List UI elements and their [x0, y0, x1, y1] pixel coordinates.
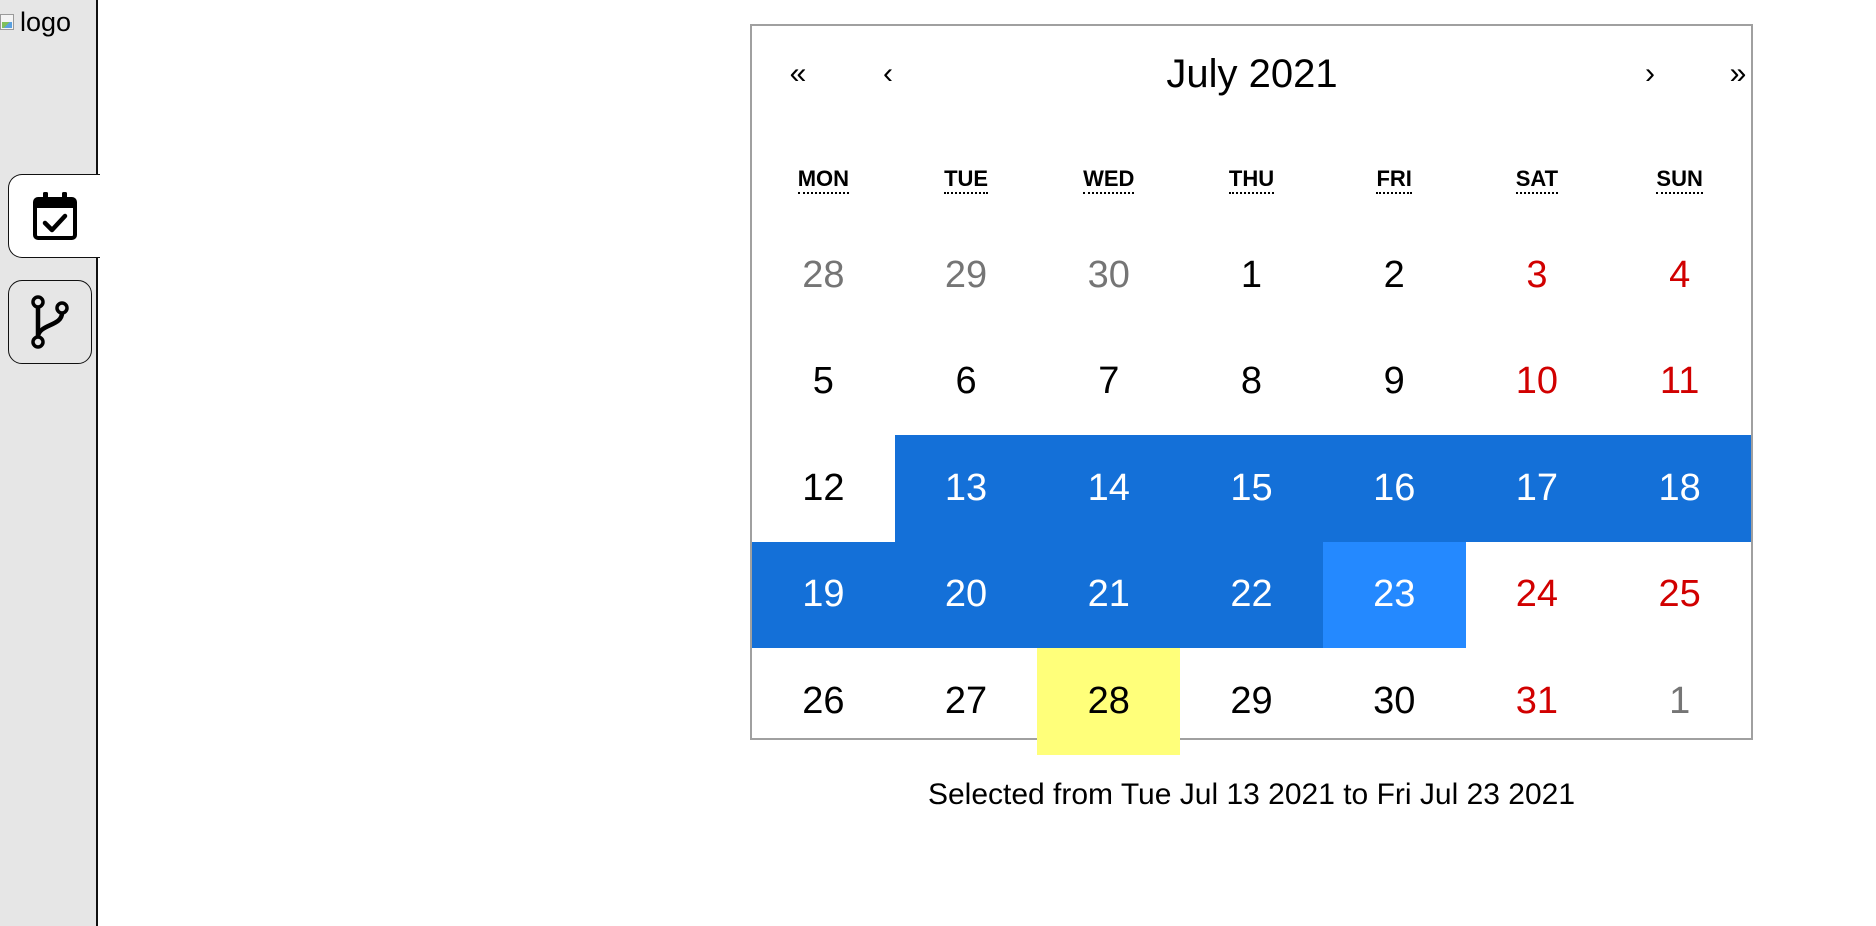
day-tile[interactable]: 25: [1608, 542, 1751, 649]
weekday-mon: MON: [752, 166, 895, 206]
broken-image-icon: [0, 12, 18, 32]
weekday-sat: SAT: [1466, 166, 1609, 206]
day-tile[interactable]: 18: [1608, 435, 1751, 542]
weekday-label: FRI: [1376, 166, 1412, 194]
weekday-tue: TUE: [895, 166, 1038, 206]
prev-month-button[interactable]: ‹: [858, 50, 918, 98]
sidebar: logo: [0, 0, 100, 926]
day-tile[interactable]: 30: [1037, 222, 1180, 329]
day-tile[interactable]: 23: [1322, 541, 1466, 648]
calendar-check-icon: [32, 192, 77, 240]
calendar-navigation: « ‹ July 2021 › »: [752, 26, 1751, 122]
day-tile[interactable]: 7: [1037, 329, 1180, 436]
day-tile[interactable]: 27: [895, 648, 1038, 755]
day-tile[interactable]: 10: [1466, 329, 1609, 436]
day-tile[interactable]: 21: [1037, 541, 1181, 648]
weekday-label: THU: [1228, 166, 1275, 194]
selection-summary: Selected from Tue Jul 13 2021 to Fri Jul…: [927, 778, 1576, 811]
next-year-button[interactable]: »: [1708, 50, 1768, 98]
day-tile[interactable]: 19: [752, 541, 895, 648]
weekday-label: SAT: [1515, 166, 1559, 194]
day-tile[interactable]: 24: [1466, 542, 1609, 649]
day-tile[interactable]: 8: [1180, 329, 1323, 436]
logo: logo: [0, 4, 71, 40]
weekday-wed: WED: [1037, 166, 1180, 206]
day-tile[interactable]: 13: [894, 435, 1038, 542]
weekday-label: SUN: [1656, 166, 1703, 194]
day-tile[interactable]: 31: [1466, 648, 1609, 755]
day-tile[interactable]: 1: [1180, 222, 1323, 329]
day-tile[interactable]: 15: [1180, 435, 1323, 542]
git-branch-tab[interactable]: [8, 280, 92, 364]
days-grid: 28 29 30 1 2 3 4 5 6 7 8 9 10 11 12 13 14 15 16 17 18 19 20 21 2…: [752, 222, 1751, 755]
day-tile[interactable]: 29: [895, 222, 1038, 329]
weekday-header-row: MON TUE WED THU FRI SAT SUN: [752, 166, 1751, 206]
day-tile[interactable]: 3: [1466, 222, 1609, 329]
day-tile[interactable]: 12: [752, 435, 895, 542]
weekday-label: WED: [1083, 166, 1135, 194]
day-tile[interactable]: 6: [895, 329, 1038, 436]
day-tile[interactable]: 28: [1037, 648, 1181, 755]
day-tile[interactable]: 20: [894, 541, 1038, 648]
weekday-label: MON: [797, 166, 850, 194]
weekday-thu: THU: [1180, 166, 1323, 206]
day-tile[interactable]: 1: [1608, 648, 1751, 755]
prev-year-button[interactable]: «: [768, 50, 828, 98]
day-tile[interactable]: 29: [1180, 648, 1323, 755]
day-tile[interactable]: 2: [1323, 222, 1466, 329]
weekday-sun: SUN: [1608, 166, 1751, 206]
logo-alt-text: logo: [20, 6, 72, 37]
weekday-fri: FRI: [1323, 166, 1466, 206]
day-tile[interactable]: 16: [1322, 435, 1466, 542]
month-year-label[interactable]: July 2021: [1052, 50, 1452, 98]
git-branch-icon: [31, 295, 69, 349]
day-tile[interactable]: 28: [752, 222, 895, 329]
calendar-tab[interactable]: [8, 174, 100, 258]
day-tile[interactable]: 9: [1323, 329, 1466, 436]
day-tile[interactable]: 30: [1323, 648, 1466, 755]
day-tile[interactable]: 22: [1180, 541, 1323, 648]
day-tile[interactable]: 4: [1608, 222, 1751, 329]
next-month-button[interactable]: ›: [1620, 50, 1680, 98]
day-tile[interactable]: 26: [752, 648, 895, 755]
weekday-label: TUE: [944, 166, 989, 194]
day-tile[interactable]: 11: [1608, 329, 1751, 436]
day-tile[interactable]: 17: [1465, 435, 1609, 542]
day-tile[interactable]: 14: [1037, 435, 1181, 542]
calendar: « ‹ July 2021 › » MON TUE WED THU FRI SAT SUN …: [750, 24, 1753, 755]
day-tile[interactable]: 5: [752, 329, 895, 436]
